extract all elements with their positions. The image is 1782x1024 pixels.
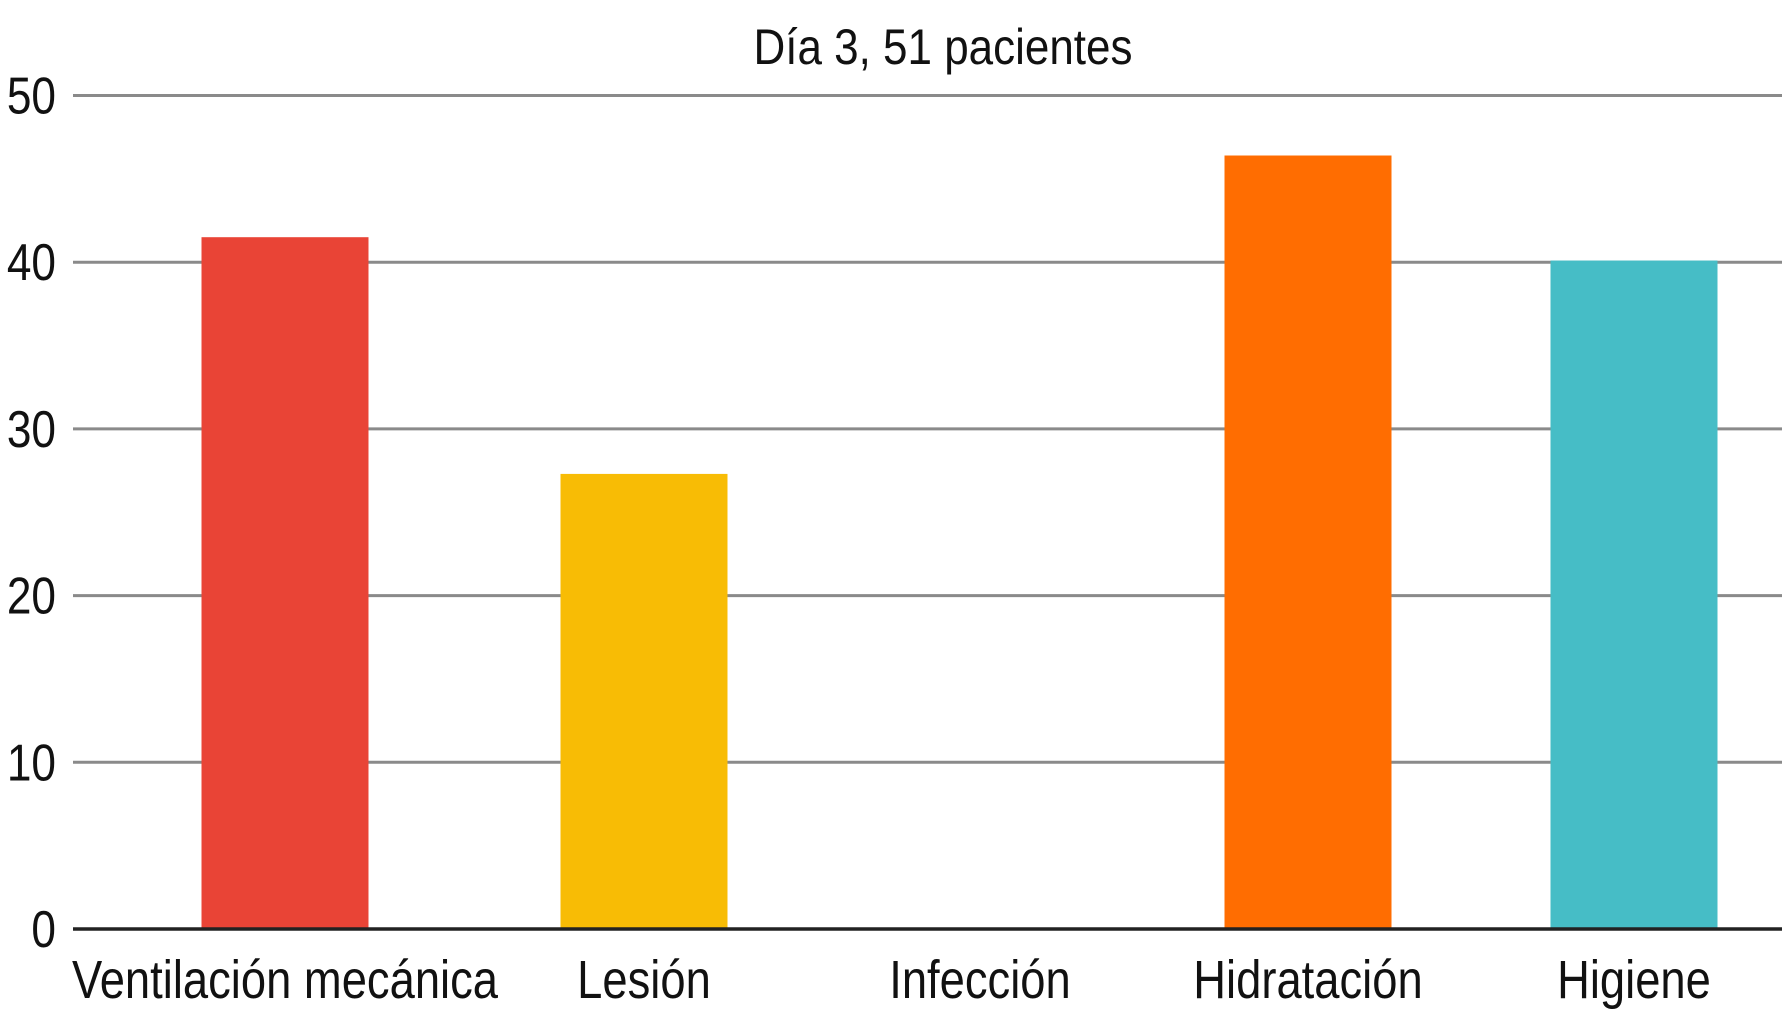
y-tick-label: 40: [7, 234, 56, 292]
x-axis-labels: Ventilación mecánica Lesión Infección Hidra…: [72, 949, 1711, 1010]
x-tick-label: Higiene: [1557, 949, 1711, 1010]
bar: [201, 237, 369, 929]
y-tick-label: 30: [7, 401, 56, 459]
x-tick-label: Hidratación: [1193, 949, 1422, 1010]
x-tick-label: Infección: [889, 949, 1071, 1010]
chart-title: Día 3, 51 pacientes: [753, 18, 1132, 74]
bar: [560, 473, 728, 929]
bar: [1550, 260, 1718, 930]
y-tick-label: 20: [7, 567, 56, 625]
bars: [201, 155, 1718, 930]
y-tick-label: 50: [7, 67, 56, 125]
y-tick-label: 10: [7, 734, 56, 792]
bar: [1224, 155, 1392, 930]
y-axis-ticks: 0 10 20 30 40 50: [7, 67, 56, 959]
y-tick-label: 0: [31, 901, 56, 959]
x-tick-label: Lesión: [577, 949, 711, 1010]
x-tick-label: Ventilación mecánica: [72, 949, 498, 1010]
